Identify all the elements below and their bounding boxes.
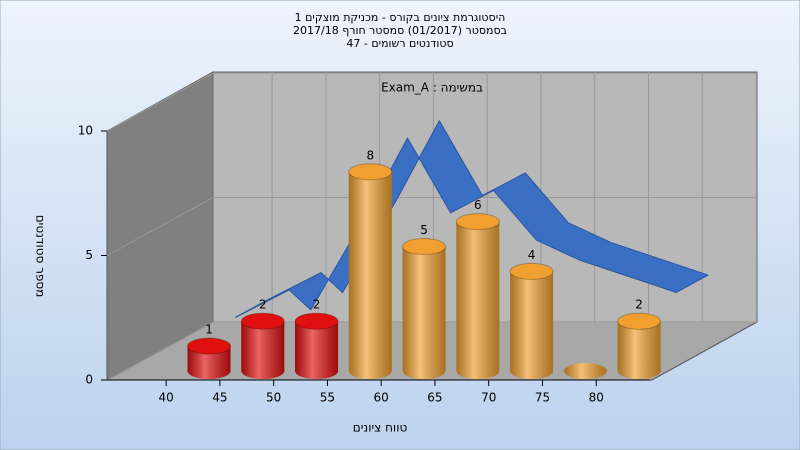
bar bbox=[402, 238, 447, 379]
bar bbox=[617, 312, 662, 379]
bar-bottom-shade bbox=[241, 363, 285, 379]
data-label: 1 bbox=[205, 323, 213, 337]
x-tick-label: 75 bbox=[535, 391, 550, 405]
bar-shade bbox=[617, 321, 661, 371]
title-line: היסטוגרמת ציונים בקורס - מכניקת מוצקים 1 bbox=[295, 11, 506, 24]
y-tick-label: 10 bbox=[78, 124, 93, 138]
bar-shade bbox=[456, 221, 500, 371]
grid-line bbox=[106, 321, 757, 381]
bar-bottom-shade bbox=[295, 363, 339, 379]
bar-shade bbox=[295, 321, 339, 371]
bar-top bbox=[294, 312, 339, 330]
data-label: 2 bbox=[635, 298, 643, 312]
bar-bottom-shade bbox=[348, 363, 392, 379]
y-axis-label: מספר סטודנטים bbox=[34, 215, 48, 298]
bar-shade bbox=[510, 271, 554, 371]
x-tick-label: 40 bbox=[158, 391, 173, 405]
bar bbox=[187, 337, 232, 379]
bar-top bbox=[509, 262, 554, 280]
y-tick-label: 5 bbox=[85, 248, 93, 262]
x-tick-label: 70 bbox=[481, 391, 496, 405]
bar-bottom-shade bbox=[187, 363, 231, 379]
data-label: 5 bbox=[420, 223, 428, 237]
bar-top bbox=[402, 238, 447, 255]
bar-bottom-shade bbox=[563, 363, 607, 379]
bar bbox=[240, 312, 285, 379]
data-label: 8 bbox=[366, 148, 374, 162]
grid-line bbox=[106, 197, 757, 256]
y-tick-label: 0 bbox=[85, 373, 93, 387]
subtitle: Exam_A : במשימה bbox=[381, 81, 483, 95]
bar-top bbox=[187, 337, 232, 355]
bar-shade bbox=[241, 321, 285, 371]
title-line: בסמסטר (01/2017) סמסטר חורף 2017/18 bbox=[293, 24, 507, 37]
bar-top bbox=[455, 213, 500, 231]
bar bbox=[348, 163, 393, 379]
data-label: 2 bbox=[259, 298, 267, 312]
data-label: 2 bbox=[313, 298, 321, 312]
x-tick-label: 80 bbox=[589, 391, 604, 405]
x-tick-label: 55 bbox=[320, 391, 335, 405]
x-axis-label: טווח ציונים bbox=[353, 421, 408, 435]
bar-bottom-shade bbox=[402, 363, 446, 379]
bar-bottom-shade bbox=[617, 363, 661, 379]
bar-shade bbox=[402, 246, 446, 371]
bar bbox=[509, 262, 554, 379]
bar-top bbox=[348, 163, 393, 181]
bar-shade bbox=[348, 171, 392, 371]
bar-top bbox=[240, 312, 285, 330]
data-label: 4 bbox=[528, 248, 536, 262]
bar bbox=[563, 363, 607, 379]
data-label: 6 bbox=[474, 198, 482, 212]
bar-bottom-shade bbox=[456, 363, 500, 379]
grid-line bbox=[106, 72, 757, 132]
x-tick-label: 60 bbox=[374, 391, 389, 405]
x-tick-label: 45 bbox=[212, 391, 227, 405]
title-line: סטודנטים רשומים - 47 bbox=[346, 37, 453, 50]
bar bbox=[294, 312, 339, 379]
bar bbox=[455, 213, 500, 379]
bar-top bbox=[617, 312, 662, 330]
bar-bottom-shade bbox=[510, 363, 554, 379]
x-tick-label: 65 bbox=[427, 391, 442, 405]
x-tick-label: 50 bbox=[266, 391, 281, 405]
